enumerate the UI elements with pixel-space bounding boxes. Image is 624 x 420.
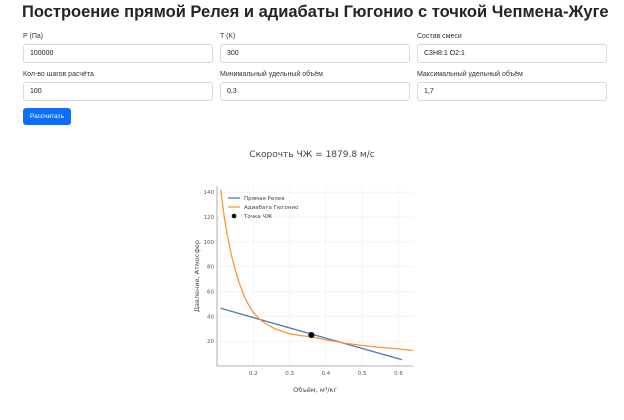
series-line-1 [219,189,414,352]
steps-label: Кол-во шагов расчёта [23,71,94,78]
mixture-input[interactable] [417,44,607,63]
legend-label-1: Адиабата Гюгонио [244,205,299,211]
min-volume-label: Минимальный удельный объём [220,71,323,78]
x-tick-label: 0.4 [322,371,331,377]
x-tick-label: 0.3 [285,371,294,377]
y-tick-label: 80 [207,265,214,271]
y-tick-label: 20 [207,339,214,345]
temperature-label: T (K) [220,33,236,40]
mixture-label: Состав смеси [417,33,462,40]
y-axis-title: Давление, Атмосфер [193,240,201,312]
y-tick-label: 60 [207,290,214,296]
cj-speed-text: Скорочть ЧЖ = 1879.8 м/с [249,150,375,160]
legend-swatch-2 [231,213,237,219]
y-tick-label: 100 [204,240,215,246]
y-tick-label: 120 [204,215,215,221]
x-tick-label: 0.6 [394,371,403,377]
pressure-input[interactable] [23,44,213,63]
page-title: Построение прямой Релея и адиабаты Гюгон… [22,3,609,21]
temperature-input[interactable] [220,44,410,63]
cj-point [308,331,315,338]
calculate-button[interactable]: Рассчитать [23,108,71,125]
x-axis-title: Объём, м³/кг [293,386,337,394]
x-tick-label: 0.5 [358,371,367,377]
legend-label-2: Точка ЧЖ [243,214,272,220]
pressure-label: P (Па) [23,33,44,40]
max-volume-input[interactable] [417,82,607,101]
steps-input[interactable] [23,82,213,101]
min-volume-input[interactable] [220,82,410,101]
y-tick-label: 140 [204,190,215,196]
legend-label-0: Прямая Релея [244,196,284,202]
x-tick-label: 0.2 [249,371,258,377]
max-volume-label: Максимальный удельный объём [417,71,523,78]
y-tick-label: 40 [207,314,214,320]
